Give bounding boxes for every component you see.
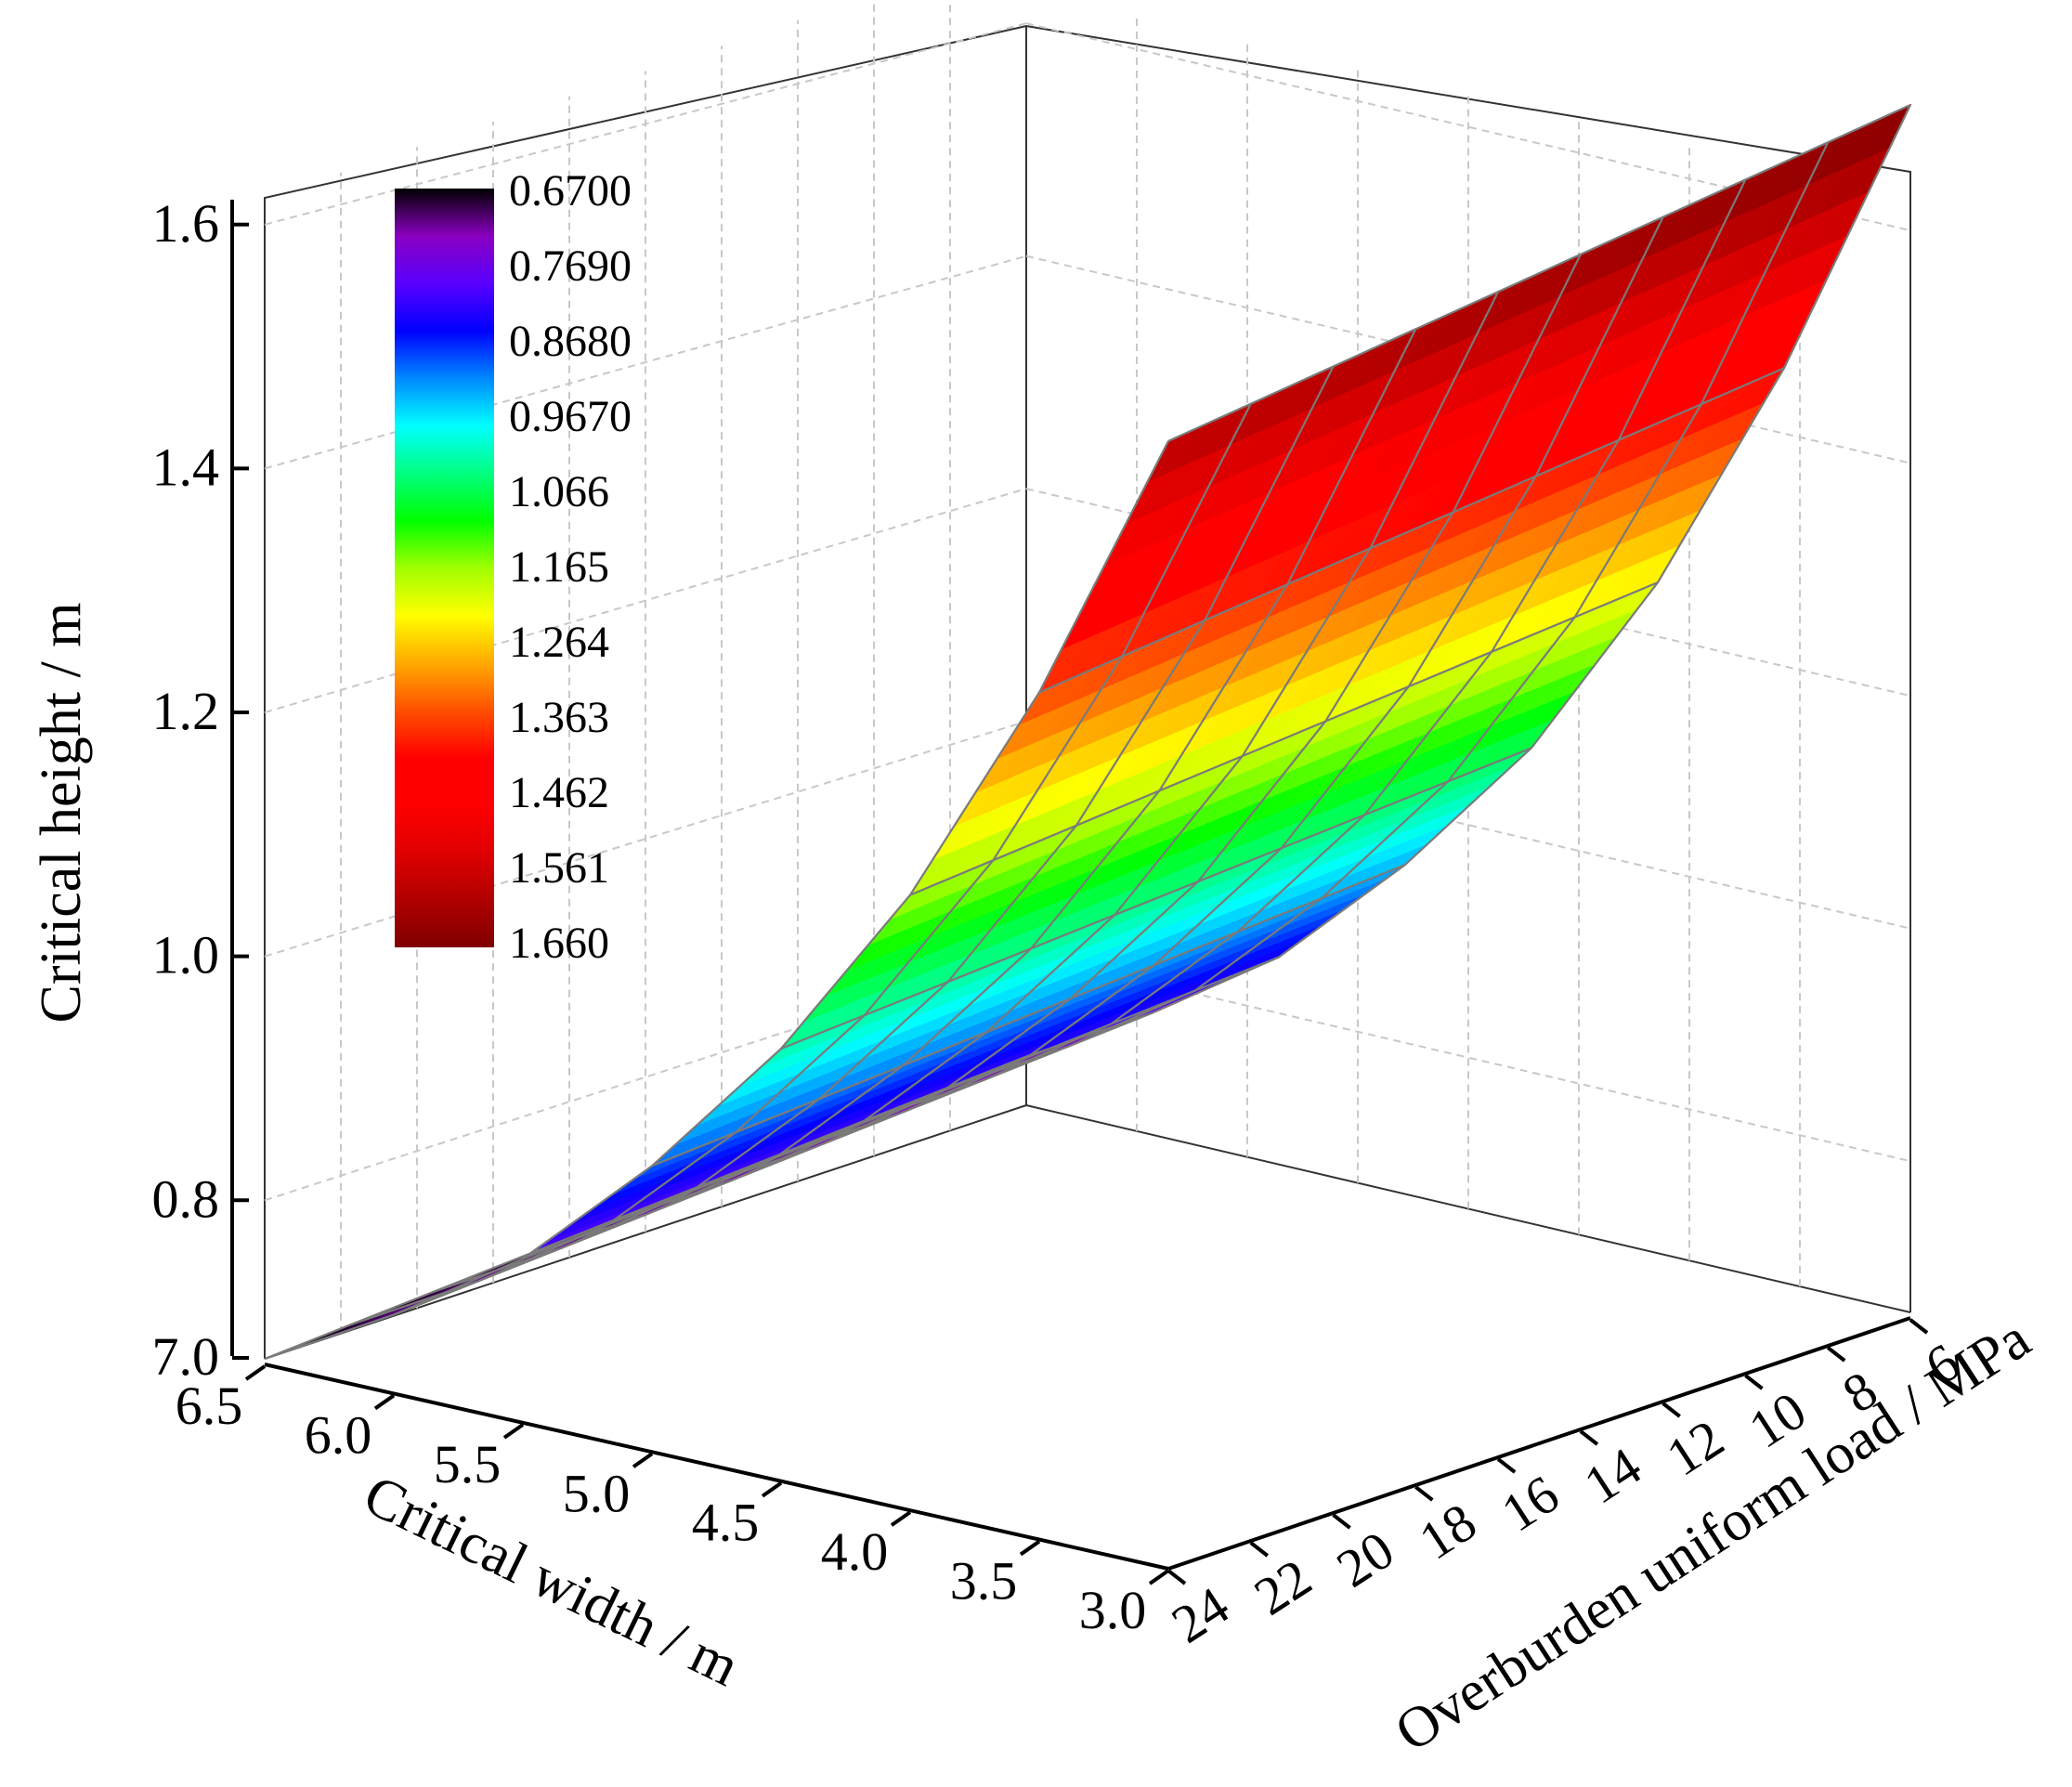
y-tick-mark	[1662, 1402, 1681, 1418]
y-tick-label: 24	[1161, 1575, 1239, 1655]
x-tick-mark	[761, 1481, 783, 1498]
y-tick-label: 20	[1326, 1520, 1404, 1599]
x-tick-label: 6.5	[176, 1376, 243, 1436]
colorbar-label: 1.660	[509, 919, 609, 968]
mesh-line-load	[856, 178, 1747, 1125]
x-tick-label: 5.0	[563, 1463, 631, 1523]
colorbar-label: 1.264	[509, 618, 609, 667]
colorbar-label: 1.165	[509, 542, 609, 592]
z-tick-label: 1.2	[152, 681, 220, 741]
x-axis-line	[264, 1363, 1169, 1571]
x-tick-label: 4.5	[692, 1493, 760, 1553]
mesh-line-load	[603, 291, 1500, 1226]
colorbar-label: 0.7690	[509, 241, 632, 291]
y-tick-label: 14	[1573, 1436, 1651, 1516]
mesh-line-width	[780, 747, 1532, 1050]
mesh-line-width	[264, 1055, 1027, 1361]
x-tick-label: 6.0	[305, 1404, 372, 1465]
mesh-line-width	[393, 1011, 1153, 1316]
mesh-line-load	[264, 440, 1169, 1361]
x-axis-title: Critical width / m	[355, 1463, 749, 1699]
colorbar-label: 1.462	[509, 768, 609, 817]
y-tick-mark	[1166, 1569, 1187, 1585]
y-tick-mark	[1496, 1457, 1517, 1474]
y-tick-mark	[1249, 1541, 1270, 1558]
grid-line-right-wall	[1025, 254, 1911, 464]
y-tick-mark	[1332, 1513, 1351, 1530]
z-tick-label: 7.0	[152, 1326, 220, 1387]
mesh-line-width	[909, 581, 1659, 896]
colorbar-label: 1.066	[509, 467, 609, 516]
colorbar-bar	[395, 189, 494, 947]
mesh-line-load	[687, 254, 1582, 1193]
y-tick-label: 18	[1409, 1492, 1487, 1572]
x-tick-mark	[373, 1393, 396, 1411]
z-tick-label: 1.0	[152, 925, 220, 985]
colorbar-label: 0.8680	[509, 317, 632, 366]
y-tick-label: 22	[1244, 1547, 1322, 1627]
grid-line-left-wall	[264, 254, 1027, 470]
grid-line-right-wall	[1025, 953, 1911, 1163]
mesh-line-load	[348, 403, 1252, 1326]
y-tick-mark	[1826, 1346, 1846, 1363]
colorbar-label: 1.363	[509, 693, 609, 742]
grid-line-left-wall	[264, 720, 1027, 958]
x-tick-label: 3.0	[1079, 1580, 1147, 1640]
x-tick-mark	[632, 1452, 654, 1468]
colorbar-legend: 0.6700 0.7690 0.8680 0.9670 1.066 1.165 1.264 1…	[395, 166, 632, 968]
y-axis-line	[1167, 1316, 1911, 1571]
y-tick-mark	[1744, 1374, 1764, 1390]
x-tick-mark	[244, 1364, 267, 1381]
axes-lines	[230, 200, 1911, 1571]
colorbar-label: 0.9670	[509, 392, 632, 441]
y-tick-mark	[1414, 1485, 1434, 1502]
colorbar-label: 0.6700	[509, 166, 632, 215]
mesh-line-width	[651, 863, 1406, 1167]
mesh-line-width	[1038, 367, 1785, 694]
x-tick-mark	[890, 1510, 912, 1527]
z-axis-title: Critical height / m	[30, 603, 93, 1024]
mesh-line-load	[1025, 104, 1911, 1058]
colorbar-label: 1.561	[509, 843, 609, 893]
mesh-line-load	[772, 216, 1664, 1159]
x-tick-label: 3.5	[950, 1551, 1018, 1611]
z-tick-label: 1.6	[152, 193, 220, 254]
grid-line-right-wall	[1025, 488, 1911, 698]
surface-mesh	[264, 103, 1911, 1361]
mesh-line-load	[941, 141, 1830, 1091]
mesh-line-load	[517, 328, 1417, 1259]
y-tick-label: 16	[1491, 1464, 1569, 1544]
y-tick-mark	[1909, 1318, 1929, 1335]
y-axis-title: Overburden uniform load / MPa	[1385, 1307, 2041, 1764]
x-tick-mark	[502, 1423, 525, 1440]
x-tick-label: 5.5	[434, 1434, 502, 1494]
z-tick-label: 1.4	[152, 437, 220, 497]
mesh-line-width	[1167, 103, 1911, 442]
mesh-line-load	[433, 366, 1335, 1293]
grid-line-right-wall	[1025, 720, 1911, 930]
x-tick-mark	[1148, 1569, 1170, 1585]
z-tick-label: 0.8	[152, 1168, 220, 1229]
y-tick-mark	[1579, 1429, 1599, 1446]
x-tick-label: 4.0	[821, 1521, 889, 1582]
y-tick-label: 12	[1656, 1408, 1734, 1488]
x-tick-mark	[1019, 1539, 1041, 1557]
